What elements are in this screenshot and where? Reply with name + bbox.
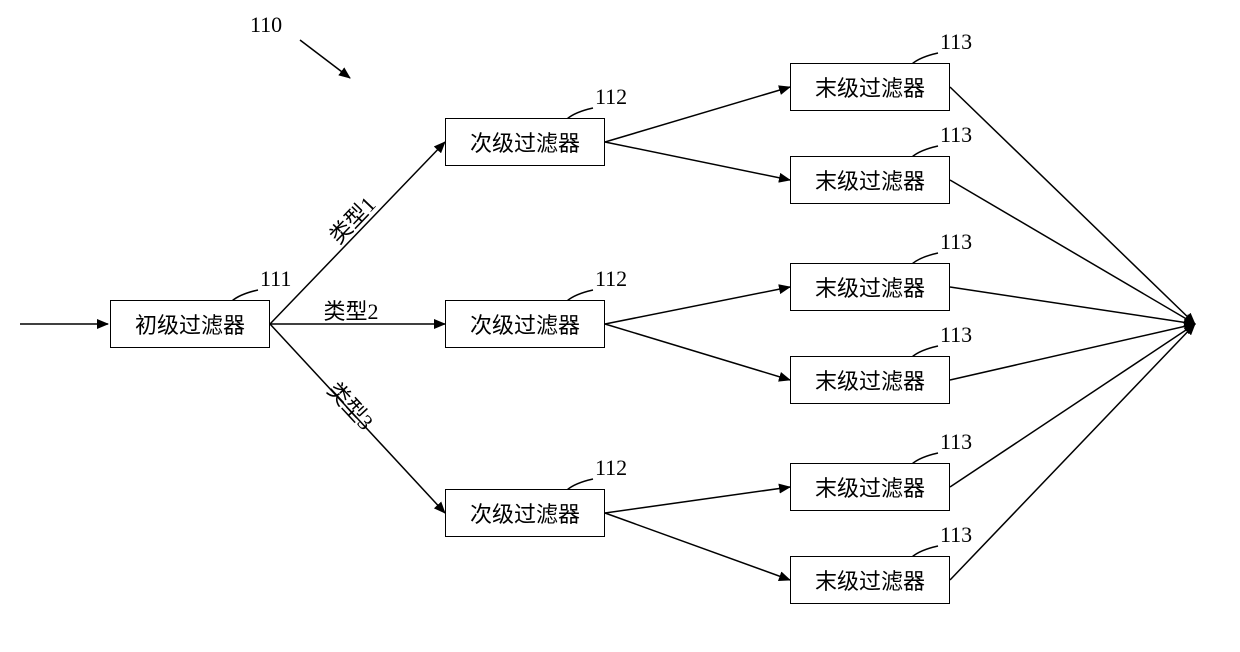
edge-label-type3: 类型3 <box>321 373 382 435</box>
sec1-label: 次级过滤器 <box>470 126 580 158</box>
f21-ref: 113 <box>940 229 972 255</box>
f11-ref: 113 <box>940 29 972 55</box>
f11-node: 末级过滤器 <box>790 63 950 111</box>
sec3-node: 次级过滤器 <box>445 489 605 537</box>
f32-label: 末级过滤器 <box>815 564 925 596</box>
sec1-node: 次级过滤器 <box>445 118 605 166</box>
sec2-ref: 112 <box>595 266 627 292</box>
f22-ref: 113 <box>940 322 972 348</box>
f32-node: 末级过滤器 <box>790 556 950 604</box>
f12-ref: 113 <box>940 122 972 148</box>
edge-label-type2: 类型2 <box>324 294 379 326</box>
sec3-label: 次级过滤器 <box>470 497 580 529</box>
sec2-label: 次级过滤器 <box>470 308 580 340</box>
f31-node: 末级过滤器 <box>790 463 950 511</box>
sec1-ref: 112 <box>595 84 627 110</box>
sec2-node: 次级过滤器 <box>445 300 605 348</box>
f22-node: 末级过滤器 <box>790 356 950 404</box>
diagram-ref-110: 110 <box>250 12 282 38</box>
edge-label-type1: 类型1 <box>320 188 381 250</box>
primary-ref: 111 <box>260 266 291 292</box>
f22-label: 末级过滤器 <box>815 364 925 396</box>
sec3-ref: 112 <box>595 455 627 481</box>
primary-node: 初级过滤器 <box>110 300 270 348</box>
f12-label: 末级过滤器 <box>815 164 925 196</box>
f31-ref: 113 <box>940 429 972 455</box>
f21-node: 末级过滤器 <box>790 263 950 311</box>
primary-label: 初级过滤器 <box>135 308 245 340</box>
f21-label: 末级过滤器 <box>815 271 925 303</box>
f31-label: 末级过滤器 <box>815 471 925 503</box>
f11-label: 末级过滤器 <box>815 71 925 103</box>
f12-node: 末级过滤器 <box>790 156 950 204</box>
f32-ref: 113 <box>940 522 972 548</box>
